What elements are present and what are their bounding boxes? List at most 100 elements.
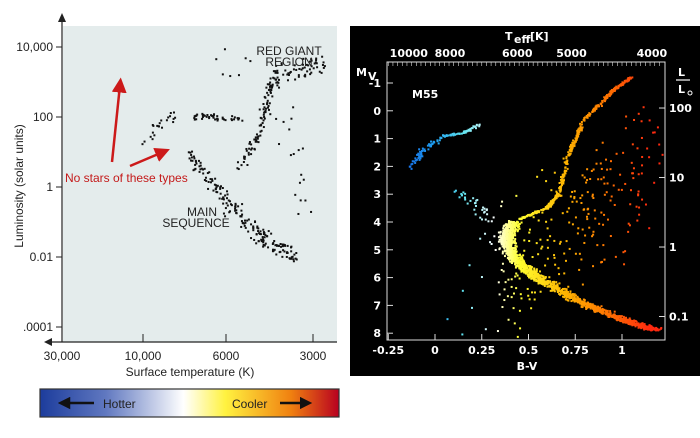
star-point xyxy=(578,268,581,271)
star-point xyxy=(420,152,423,155)
star-point xyxy=(451,132,454,135)
star-point xyxy=(573,299,576,302)
star-point xyxy=(261,122,264,125)
star-point xyxy=(546,257,549,260)
star-point xyxy=(235,212,238,215)
star-point xyxy=(510,278,513,281)
star-point xyxy=(266,101,269,104)
star-point xyxy=(541,245,544,248)
star-point xyxy=(537,276,540,279)
star-point xyxy=(151,131,154,134)
teff-sub: eff xyxy=(514,33,530,46)
star-point xyxy=(219,187,222,190)
y-tick-label: 6 xyxy=(373,272,381,285)
star-point xyxy=(578,252,581,255)
star-point xyxy=(284,244,287,247)
star-point xyxy=(643,326,646,329)
star-point xyxy=(321,55,324,58)
hotter-label: Hotter xyxy=(103,397,136,411)
star-point xyxy=(601,141,604,144)
star-point xyxy=(513,239,516,242)
star-point xyxy=(521,256,524,259)
star-point xyxy=(264,96,267,99)
star-point xyxy=(502,235,505,238)
star-point xyxy=(295,252,298,255)
star-point xyxy=(546,246,549,249)
star-point xyxy=(545,205,548,208)
star-point xyxy=(533,268,536,271)
star-point xyxy=(595,104,598,107)
star-point xyxy=(630,161,633,164)
star-point xyxy=(553,286,556,289)
star-point xyxy=(509,250,512,253)
star-point xyxy=(612,313,615,316)
star-point xyxy=(549,282,552,285)
star-point xyxy=(617,318,620,321)
star-point xyxy=(609,93,612,96)
star-point xyxy=(473,202,476,205)
star-point xyxy=(500,205,503,208)
star-point xyxy=(615,318,618,321)
star-point xyxy=(559,187,562,190)
star-point xyxy=(521,269,524,272)
star-point xyxy=(602,176,605,179)
star-point xyxy=(172,111,175,114)
star-point xyxy=(579,122,582,125)
star-point xyxy=(618,84,621,87)
y-ticks: 10,000 100 1 0.01 .0001 xyxy=(16,40,62,334)
star-point xyxy=(599,162,602,165)
star-point xyxy=(490,220,493,223)
star-point xyxy=(490,242,493,245)
teff-unit: [K] xyxy=(530,30,549,43)
star-point xyxy=(267,108,270,111)
star-point xyxy=(508,254,511,257)
star-point xyxy=(240,215,243,218)
star-point xyxy=(475,124,478,127)
star-point xyxy=(219,186,222,189)
star-point xyxy=(462,191,465,194)
star-point xyxy=(190,159,193,162)
star-point xyxy=(292,106,295,109)
star-point xyxy=(493,235,496,238)
star-point xyxy=(606,97,609,100)
star-point xyxy=(427,148,430,151)
star-point xyxy=(644,203,647,206)
star-point xyxy=(623,263,626,266)
star-point xyxy=(273,77,276,80)
star-point xyxy=(575,300,578,303)
star-point xyxy=(211,178,214,181)
star-point xyxy=(292,258,295,261)
star-point xyxy=(310,65,313,68)
star-point xyxy=(577,227,580,230)
star-point xyxy=(513,247,516,250)
star-point xyxy=(221,116,224,119)
star-point xyxy=(602,244,605,247)
star-point xyxy=(628,322,631,325)
star-point xyxy=(264,109,267,112)
star-point xyxy=(600,312,603,315)
star-point xyxy=(522,263,525,266)
star-point xyxy=(243,222,246,225)
star-point xyxy=(198,170,201,173)
star-point xyxy=(498,293,501,296)
star-point xyxy=(248,147,251,150)
star-point xyxy=(515,194,518,197)
star-point xyxy=(501,250,504,253)
star-point xyxy=(580,129,583,132)
star-point xyxy=(500,240,503,243)
star-point xyxy=(438,139,441,142)
star-point xyxy=(513,222,516,225)
star-point xyxy=(560,194,563,197)
star-point xyxy=(227,199,230,202)
star-point xyxy=(641,323,644,326)
star-point xyxy=(263,106,266,109)
star-point xyxy=(215,58,218,61)
star-point xyxy=(573,142,576,145)
star-point xyxy=(545,180,548,183)
star-point xyxy=(542,277,545,280)
star-point xyxy=(292,68,295,71)
star-point xyxy=(573,197,576,200)
star-point xyxy=(561,180,564,183)
star-point xyxy=(269,90,272,93)
star-point xyxy=(603,258,606,261)
